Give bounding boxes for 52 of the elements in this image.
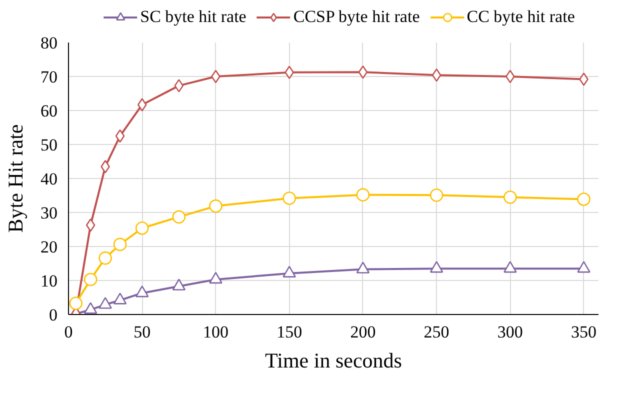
point [113, 238, 127, 252]
point [172, 210, 186, 224]
point [69, 296, 83, 310]
point [174, 79, 184, 92]
x-tick-label: 150 [276, 322, 302, 342]
point [577, 261, 590, 273]
point [356, 262, 370, 274]
x-tick-label: 100 [202, 322, 228, 342]
point [430, 188, 444, 202]
y-tick-label: 10 [40, 272, 58, 290]
point [115, 129, 125, 143]
y-tick-label: 20 [40, 238, 58, 256]
y-tick-label: 40 [40, 170, 58, 188]
y-tick-label: 50 [40, 136, 58, 154]
x-tick-label: 300 [497, 322, 523, 342]
point [113, 292, 127, 304]
y-axis-title: Byte Hit rate [4, 124, 28, 233]
legend-label: CCSP byte hit rate [293, 7, 420, 27]
point [137, 98, 147, 112]
x-axis-title: Time in seconds [265, 348, 402, 372]
x-tick-label: 250 [424, 322, 450, 342]
legend-label: CC byte hit rate [466, 7, 575, 27]
x-tick-label: 50 [134, 322, 151, 342]
x-tick-label: 350 [571, 322, 597, 342]
point [84, 272, 98, 286]
y-tick-label: 0 [49, 306, 58, 324]
point [86, 218, 96, 232]
point [432, 68, 442, 82]
point [135, 222, 149, 235]
y-tick-label: 70 [40, 68, 58, 86]
x-tick-label: 200 [350, 322, 376, 342]
y-tick-label: 60 [40, 102, 58, 120]
point [98, 297, 112, 309]
point [282, 192, 296, 205]
point [579, 72, 588, 86]
point [430, 261, 444, 273]
point [282, 266, 296, 278]
point [98, 251, 112, 265]
point [504, 261, 517, 273]
point [84, 302, 98, 314]
legend-label: SC byte hit rate [140, 7, 246, 27]
y-tick-label: 80 [40, 34, 58, 52]
y-tick-label: 30 [40, 204, 58, 222]
point [504, 190, 517, 204]
point [209, 199, 222, 213]
x-tick-label: 0 [64, 322, 73, 342]
point [172, 278, 186, 290]
point [577, 192, 590, 206]
point [209, 272, 222, 284]
point [135, 286, 149, 298]
point [358, 65, 368, 79]
point [356, 188, 370, 202]
